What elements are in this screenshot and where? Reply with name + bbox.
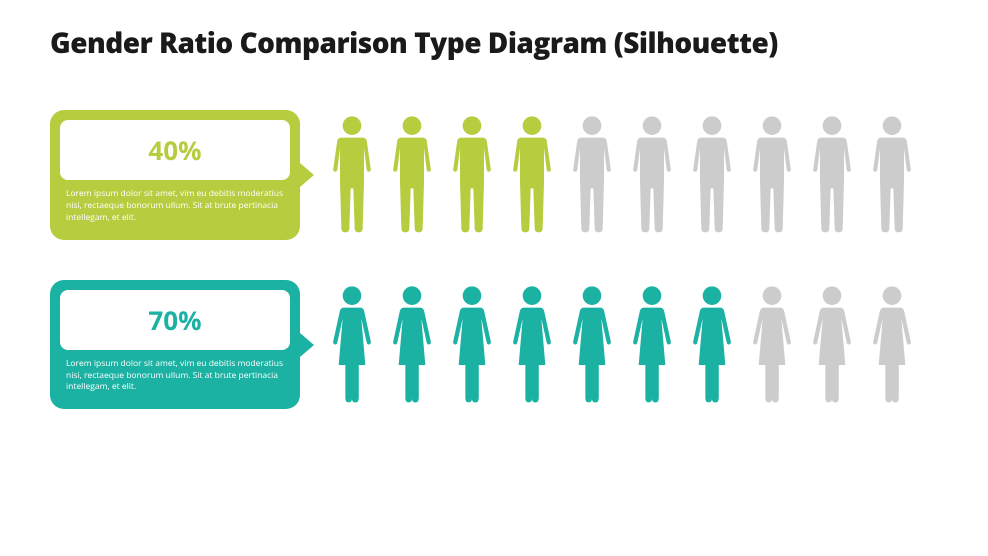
male-icon — [444, 115, 500, 235]
people-row-male — [324, 115, 920, 235]
male-icon — [744, 115, 800, 235]
callout-male: 40% Lorem ipsum dolor sit amet, vim eu de… — [50, 110, 300, 240]
female-icon — [624, 285, 680, 405]
female-icon — [744, 285, 800, 405]
people-row-female — [324, 285, 920, 405]
percent-label-female: 70% — [76, 302, 274, 338]
callout-inner-male: 40% — [60, 120, 290, 180]
male-icon — [684, 115, 740, 235]
callout-inner-female: 70% — [60, 290, 290, 350]
male-icon — [324, 115, 380, 235]
callout-arrow-female — [300, 333, 314, 357]
callout-female: 70% Lorem ipsum dolor sit amet, vim eu de… — [50, 280, 300, 410]
rows-container: 40% Lorem ipsum dolor sit amet, vim eu de… — [50, 110, 938, 409]
callout-description-female: Lorem ipsum dolor sit amet, vim eu debit… — [60, 358, 290, 400]
male-icon — [804, 115, 860, 235]
row-female: 70% Lorem ipsum dolor sit amet, vim eu de… — [50, 280, 938, 410]
male-icon — [864, 115, 920, 235]
female-icon — [504, 285, 560, 405]
female-icon — [324, 285, 380, 405]
female-icon — [564, 285, 620, 405]
male-icon — [384, 115, 440, 235]
percent-label-male: 40% — [76, 132, 274, 168]
male-icon — [564, 115, 620, 235]
row-male: 40% Lorem ipsum dolor sit amet, vim eu de… — [50, 110, 938, 240]
callout-description-male: Lorem ipsum dolor sit amet, vim eu debit… — [60, 188, 290, 230]
female-icon — [804, 285, 860, 405]
male-icon — [624, 115, 680, 235]
female-icon — [684, 285, 740, 405]
female-icon — [384, 285, 440, 405]
female-icon — [444, 285, 500, 405]
male-icon — [504, 115, 560, 235]
female-icon — [864, 285, 920, 405]
page-title: Gender Ratio Comparison Type Diagram (Si… — [50, 24, 938, 62]
callout-arrow-male — [300, 163, 314, 187]
